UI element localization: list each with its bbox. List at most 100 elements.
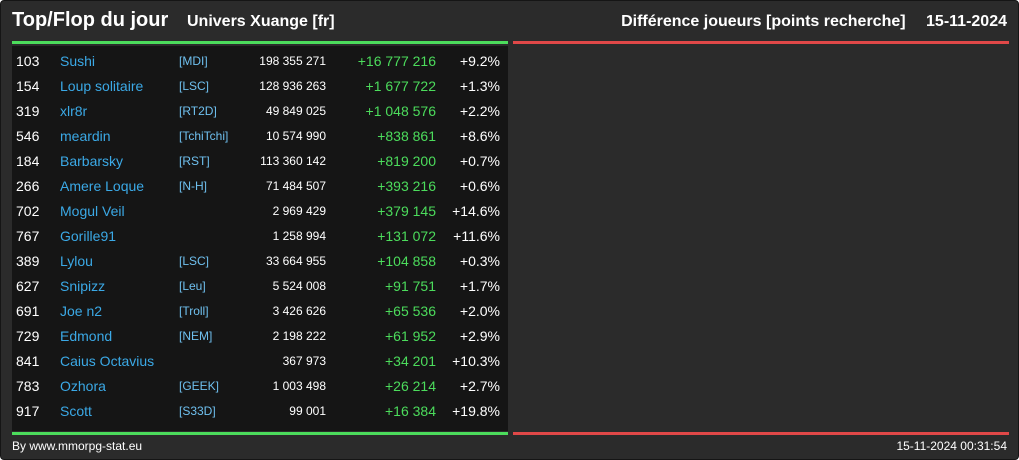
credit-link[interactable]: By www.mmorpg-stat.eu — [12, 439, 143, 453]
player-percent-gain: +9.2% — [459, 53, 500, 69]
player-rank: 691 — [16, 303, 40, 319]
player-points-gain: +34 201 — [385, 353, 436, 369]
table-row: 184 Barbarsky [RST] 113 360 142 +819 200 +0.7… — [12, 149, 508, 174]
table-row: 389 Lylou [LSC] 33 664 955 +104 858 +0.3% — [12, 249, 508, 274]
player-name-link[interactable]: Mogul Veil — [60, 203, 125, 219]
player-total-points: 3 426 626 — [272, 304, 326, 318]
player-points-gain: +61 952 — [385, 328, 436, 344]
table-row: 691 Joe n2 [Troll] 3 426 626 +65 536 +2.0% — [12, 299, 508, 324]
player-points-gain: +91 751 — [385, 278, 436, 294]
player-total-points: 367 973 — [282, 354, 326, 368]
player-rank: 702 — [16, 203, 40, 219]
player-total-points: 49 849 025 — [265, 104, 326, 118]
player-name-link[interactable]: Edmond — [60, 328, 113, 344]
table-row: 319 xlr8r [RT2D] 49 849 025 +1 048 576 +2.2% — [12, 99, 508, 124]
player-name-link[interactable]: Snipizz — [60, 278, 106, 294]
player-points-gain: +838 861 — [377, 128, 436, 144]
player-name-link[interactable]: Sushi — [60, 53, 96, 69]
player-percent-gain: +2.2% — [459, 103, 500, 119]
player-total-points: 71 484 507 — [265, 179, 326, 193]
table-row: 702 Mogul Veil 2 969 429 +379 145 +14.6% — [12, 199, 508, 224]
player-points-gain: +819 200 — [377, 153, 436, 169]
player-points-gain: +26 214 — [385, 378, 436, 394]
alliance-tag-link[interactable]: [Leu] — [179, 279, 206, 293]
player-rank: 627 — [16, 278, 40, 294]
player-points-gain: +131 072 — [377, 228, 436, 244]
player-total-points: 1 003 498 — [272, 379, 326, 393]
table-row: 103 Sushi [MDI] 198 355 271 +16 777 216 +9.2% — [12, 49, 508, 74]
player-points-gain: +16 777 216 — [357, 53, 436, 69]
player-percent-gain: +1.7% — [459, 278, 500, 294]
player-percent-gain: +11.6% — [453, 228, 500, 244]
generated-timestamp: 15-11-2024 00:31:54 — [896, 439, 1007, 453]
player-percent-gain: +8.6% — [459, 128, 500, 144]
alliance-tag-link[interactable]: [TchiTchi] — [179, 129, 229, 143]
alliance-tag-link[interactable]: [MDI] — [179, 54, 208, 68]
player-name-link[interactable]: Loup solitaire — [60, 78, 144, 94]
player-rank: 266 — [16, 178, 40, 194]
player-rank: 841 — [16, 353, 40, 369]
top-players-panel: 103 Sushi [MDI] 198 355 271 +16 777 216 +9.2%… — [12, 46, 508, 431]
alliance-tag-link[interactable]: [N-H] — [179, 179, 207, 193]
player-total-points: 10 574 990 — [265, 129, 326, 143]
player-rank: 154 — [16, 78, 40, 94]
player-total-points: 33 664 955 — [265, 254, 326, 268]
player-percent-gain: +10.3% — [452, 353, 500, 369]
player-points-gain: +104 858 — [377, 253, 436, 269]
category-label: Différence joueurs [points recherche] — [621, 13, 906, 30]
flop-divider — [513, 41, 1009, 44]
player-percent-gain: +0.7% — [459, 153, 500, 169]
alliance-tag-link[interactable]: [NEM] — [179, 329, 213, 343]
player-points-gain: +65 536 — [385, 303, 436, 319]
page-title: Top/Flop du jour — [12, 9, 169, 31]
player-name-link[interactable]: Amere Loque — [60, 178, 145, 194]
player-percent-gain: +2.9% — [459, 328, 500, 344]
player-name-link[interactable]: Caius Octavius — [60, 353, 155, 369]
alliance-tag-link[interactable]: [Troll] — [179, 304, 209, 318]
table-row: 266 Amere Loque [N-H] 71 484 507 +393 216 +0.… — [12, 174, 508, 199]
flop-players-panel — [513, 46, 1009, 431]
player-name-link[interactable]: Ozhora — [60, 378, 106, 394]
player-percent-gain: +19.8% — [452, 403, 500, 419]
alliance-tag-link[interactable]: [S33D] — [179, 404, 216, 418]
player-rank: 546 — [16, 128, 40, 144]
universe-label: Univers Xuange [fr] — [187, 13, 335, 30]
alliance-tag-link[interactable]: [LSC] — [179, 79, 210, 93]
player-name-link[interactable]: Gorille91 — [60, 228, 117, 244]
player-rank: 103 — [16, 53, 40, 69]
player-rank: 319 — [16, 103, 40, 119]
table-row: 627 Snipizz [Leu] 5 524 008 +91 751 +1.7% — [12, 274, 508, 299]
player-name-link[interactable]: Barbarsky — [60, 153, 124, 169]
player-total-points: 5 524 008 — [272, 279, 326, 293]
header-info: Différence joueurs [points recherche] 15… — [621, 13, 1007, 31]
player-total-points: 113 360 142 — [260, 154, 326, 168]
table-row: 729 Edmond [NEM] 2 198 222 +61 952 +2.9% — [12, 324, 508, 349]
player-percent-gain: +2.7% — [459, 378, 500, 394]
player-name-link[interactable]: meardin — [60, 128, 111, 144]
alliance-tag-link[interactable]: [GEEK] — [179, 379, 220, 393]
table-row: 154 Loup solitaire [LSC] 128 936 263 +1 677 … — [12, 74, 508, 99]
table-row: 767 Gorille91 1 258 994 +131 072 +11.6% — [12, 224, 508, 249]
alliance-tag-link[interactable]: [LSC] — [179, 254, 210, 268]
player-name-link[interactable]: Lylou — [60, 253, 93, 269]
player-points-gain: +1 677 722 — [365, 78, 436, 94]
player-total-points: 2 198 222 — [272, 329, 326, 343]
player-points-gain: +16 384 — [385, 403, 436, 419]
table-row: 917 Scott [S33D] 99 001 +16 384 +19.8% — [12, 399, 508, 424]
player-name-link[interactable]: xlr8r — [60, 103, 88, 119]
player-percent-gain: +1.3% — [459, 78, 500, 94]
table-row: 841 Caius Octavius 367 973 +34 201 +10.3% — [12, 349, 508, 374]
player-percent-gain: +2.0% — [459, 303, 500, 319]
alliance-tag-link[interactable]: [RT2D] — [179, 104, 217, 118]
player-rank: 729 — [16, 328, 40, 344]
player-rank: 783 — [16, 378, 40, 394]
player-name-link[interactable]: Scott — [60, 403, 92, 419]
table-row: 546 meardin [TchiTchi] 10 574 990 +838 861 +8… — [12, 124, 508, 149]
top-divider — [12, 41, 508, 44]
player-total-points: 198 355 271 — [259, 54, 326, 68]
player-total-points: 128 936 263 — [259, 79, 326, 93]
player-name-link[interactable]: Joe n2 — [60, 303, 103, 319]
alliance-tag-link[interactable]: [RST] — [179, 154, 210, 168]
player-percent-gain: +0.6% — [459, 178, 500, 194]
